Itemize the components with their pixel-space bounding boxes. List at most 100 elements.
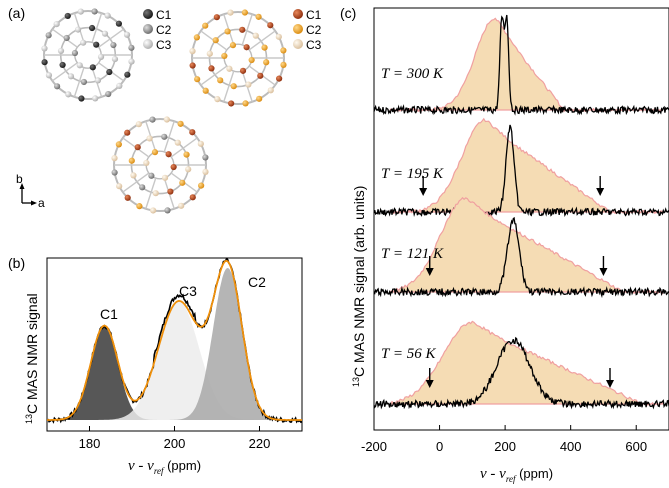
- fullerene-gray-molecule: [41, 8, 135, 102]
- orange-atom: [228, 100, 235, 107]
- gray-atom: [71, 49, 79, 57]
- temp-label-300: T = 300 K: [381, 66, 444, 82]
- orange-atom: [263, 59, 270, 66]
- gray-atom: [76, 62, 83, 69]
- gray-atom: [74, 26, 82, 33]
- orange-atom: [221, 52, 228, 60]
- packed-atom: [183, 151, 190, 158]
- gray-atom: [80, 39, 87, 46]
- gray-atom: [128, 58, 135, 65]
- narrow-spectrum-121K: [373, 216, 669, 299]
- packed-atom: [146, 135, 153, 142]
- panel-b-label: (b): [8, 255, 25, 271]
- gray-atom: [64, 12, 71, 20]
- orange-atom: [202, 87, 209, 94]
- packed-atom: [124, 129, 131, 136]
- packed-atom: [152, 190, 159, 197]
- gray-atom: [54, 83, 61, 90]
- b-axis-label: b: [16, 172, 23, 186]
- packed-atom: [164, 207, 171, 214]
- gray-atom: [53, 21, 60, 28]
- orange-atom: [214, 96, 221, 103]
- gray-atom: [111, 55, 119, 63]
- temp-label-56: T = 56 K: [381, 346, 436, 362]
- packed-atom: [177, 120, 184, 127]
- orange-atom: [261, 44, 268, 51]
- packed-atom: [115, 141, 122, 148]
- packed-atom: [161, 174, 169, 181]
- packed-atom: [198, 182, 205, 189]
- orange-atom: [255, 13, 262, 20]
- packed-atom: [165, 151, 172, 158]
- temp-label-121: T = 121 K: [381, 246, 444, 262]
- legend-orange: C1 C2 C3: [293, 8, 322, 52]
- packed-atom: [161, 133, 168, 140]
- legend-c3-label-orange: C3: [306, 38, 322, 52]
- packed-atom: [143, 159, 150, 167]
- packed-atom: [170, 163, 177, 171]
- gray-atom: [92, 95, 99, 102]
- orange-atom: [243, 44, 250, 51]
- packed-atom: [150, 207, 157, 214]
- orange-atom: [230, 83, 237, 90]
- narrow-spectrum-56K: [373, 336, 669, 410]
- peak-fill-c1: [47, 325, 302, 420]
- a-axis-label: a: [38, 196, 45, 210]
- peak-fill-c3: [47, 301, 302, 420]
- packed-atom: [128, 157, 135, 164]
- orange-atom: [239, 26, 246, 33]
- gray-atom: [57, 47, 65, 55]
- orange-atom: [202, 22, 209, 29]
- arrow-marker-head: [419, 188, 428, 196]
- panel-a-label: (a): [8, 5, 25, 21]
- packed-atom: [134, 144, 141, 151]
- legend-c2-swatch-orange: [293, 24, 303, 34]
- fullerene-orange-molecule: [189, 9, 287, 107]
- orange-atom: [276, 75, 283, 82]
- gray-atom: [106, 68, 113, 76]
- gray-atom: [65, 91, 72, 98]
- gray-atom: [91, 8, 98, 15]
- packed-atom: [111, 169, 118, 176]
- packed-atom: [148, 172, 155, 179]
- packed-atom: [163, 116, 170, 123]
- orange-atom: [189, 48, 196, 55]
- gray-atom: [97, 53, 105, 61]
- gray-atom: [80, 78, 88, 86]
- orange-atom: [280, 61, 287, 68]
- gray-atom: [67, 73, 75, 80]
- arrow-marker-head: [606, 380, 614, 388]
- gray-atom: [128, 44, 135, 51]
- gray-atom: [63, 34, 70, 42]
- panel-c-xtick-label: -200: [361, 439, 387, 454]
- gray-atom: [104, 12, 111, 19]
- packed-atom: [179, 179, 186, 186]
- panel-c-plot: -200 0 200 400 600: [361, 7, 669, 454]
- legend-c2-label-gray: C2: [156, 23, 172, 37]
- orange-atom: [229, 42, 237, 49]
- panel-b-xtick-label: 200: [164, 436, 186, 451]
- arrow-marker-head: [599, 268, 608, 276]
- panel-c-xlabel: ν - νref (ppm): [480, 466, 553, 484]
- crystal-axes: b a: [16, 172, 45, 210]
- fullerene-packed-molecule: [111, 116, 209, 214]
- orange-atom: [245, 81, 252, 88]
- panel-c-frame: [373, 7, 669, 431]
- packed-atom: [111, 155, 118, 162]
- panel-c-label: (c): [340, 5, 356, 21]
- peak-label-c1: C1: [100, 306, 118, 322]
- legend-c2-label-orange: C2: [306, 23, 322, 37]
- packed-atom: [124, 194, 131, 201]
- packed-atom: [185, 166, 192, 173]
- legend-gray: C1 C2 C3: [143, 8, 172, 52]
- legend-c1-label-orange: C1: [306, 8, 322, 22]
- packed-atom: [178, 202, 185, 209]
- packed-atom: [135, 121, 142, 128]
- gray-atom: [116, 82, 123, 89]
- orange-atom: [241, 9, 248, 16]
- orange-atom: [267, 22, 274, 29]
- gray-atom: [88, 24, 96, 32]
- orange-atom: [206, 50, 213, 57]
- panel-c-xtick-label: 600: [625, 439, 647, 454]
- orange-atom: [226, 65, 233, 72]
